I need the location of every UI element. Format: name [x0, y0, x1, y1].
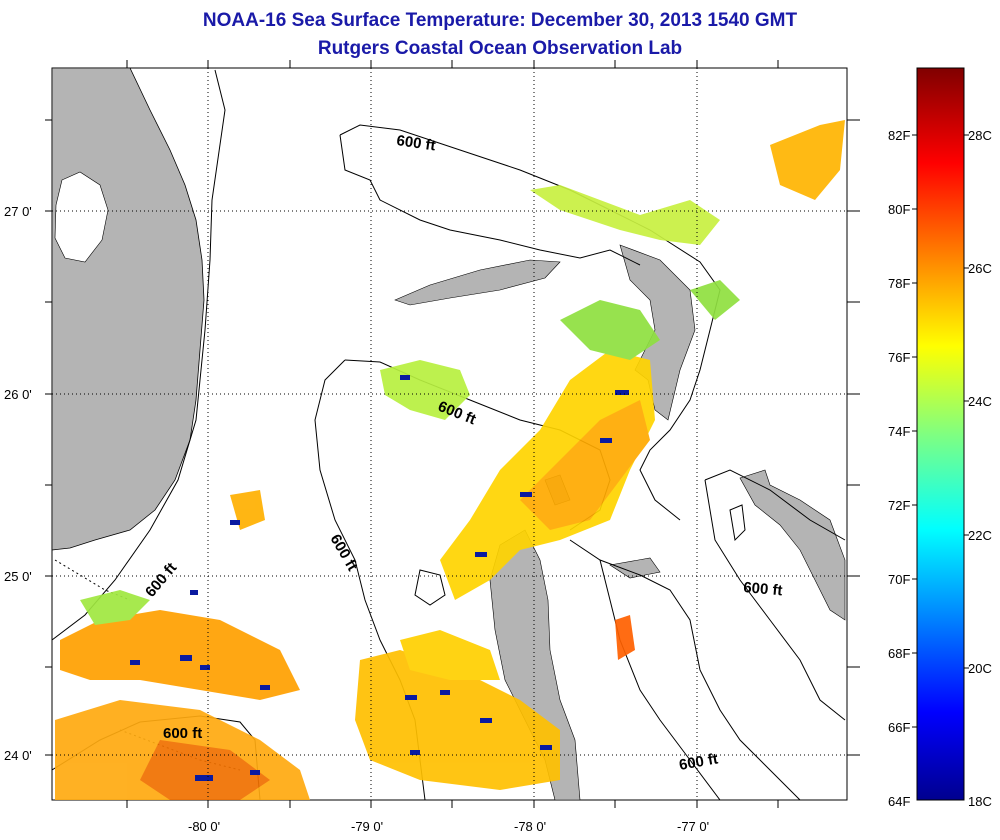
colorbar-f-label: 82F [888, 128, 910, 143]
colorbar-c-label: 20C [968, 661, 992, 676]
colorbar-c-label: 22C [968, 528, 992, 543]
graticule [52, 68, 847, 800]
chart-title: NOAA-16 Sea Surface Temperature: Decembe… [202, 10, 798, 31]
colorbar-f-label: 74F [888, 424, 910, 439]
lon-label: -78 0' [514, 819, 546, 834]
lat-label: 24 0' [4, 748, 32, 763]
lon-label: -77 0' [677, 819, 709, 834]
colorbar-f-label: 72F [888, 498, 910, 513]
colorbar-c-label: 26C [968, 261, 992, 276]
contour-label: 600 ft [163, 725, 202, 742]
colorbar-f-label: 68F [888, 646, 910, 661]
colorbar-f-label: 70F [888, 572, 910, 587]
lake-okeechobee [54, 171, 109, 263]
colorbar-c-label: 28C [968, 128, 992, 143]
eleuthera-land [739, 469, 846, 621]
lat-label: 25 0' [4, 569, 32, 584]
lat-label: 26 0' [4, 387, 32, 402]
colorbar-c-label: 24C [968, 394, 992, 409]
colorbar-ticks [912, 134, 969, 728]
colorbar-f-label: 66F [888, 720, 910, 735]
colorbar-f-label: 76F [888, 350, 910, 365]
chart-subtitle: Rutgers Coastal Ocean Observation Lab [317, 38, 683, 59]
colorbar-f-label: 80F [888, 202, 910, 217]
new-providence-land [609, 557, 661, 579]
colorbar-f-label: 64F [888, 794, 910, 809]
contour-label: 600 ft [743, 579, 784, 599]
colorbar-c-label: 18C [968, 794, 992, 809]
contour-label: 600 ft [395, 132, 436, 154]
lon-label: -79 0' [351, 819, 383, 834]
contour-label: 600 ft [678, 750, 720, 774]
axis-ticks [45, 60, 860, 808]
colorbar [916, 67, 965, 801]
lon-label: -80 0' [188, 819, 220, 834]
cold-specks [130, 375, 629, 781]
grand-bahama-land [394, 259, 561, 306]
colorbar-f-label: 78F [888, 276, 910, 291]
lat-label: 27 0' [4, 204, 32, 219]
